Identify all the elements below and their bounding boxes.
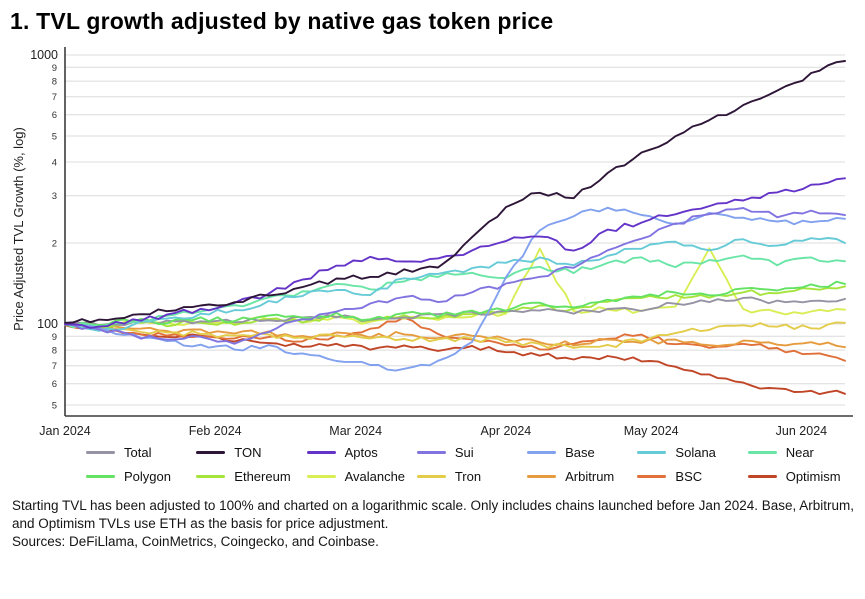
legend-label: Arbitrum <box>565 469 615 484</box>
svg-text:9: 9 <box>52 63 57 74</box>
chart-title: 1. TVL growth adjusted by native gas tok… <box>10 8 554 34</box>
svg-text:5: 5 <box>52 132 57 143</box>
y-gridlines <box>65 54 845 406</box>
legend-swatch-arbitrum <box>527 475 557 478</box>
legend-swatch-solana <box>637 451 667 454</box>
series-line-aptos <box>64 177 846 329</box>
series-line-near <box>64 254 846 329</box>
legend-item-tron: Tron <box>416 469 527 484</box>
legend-item-polygon: Polygon <box>86 469 196 484</box>
x-tick-labels: Jan 2024 Feb 2024 Mar 2024 Apr 2024 May 2024… <box>39 424 827 438</box>
series-line-polygon <box>64 280 846 328</box>
legend-swatch-polygon <box>86 475 115 478</box>
svg-text:4: 4 <box>52 158 57 169</box>
svg-text:Jun 2024: Jun 2024 <box>776 424 827 438</box>
y-axis-title: Price Adjusted TVL Growth (%, log) <box>11 127 26 331</box>
legend-label: Base <box>565 445 595 460</box>
legend-swatch-optimism <box>747 475 777 478</box>
legend-item-bsc: BSC <box>637 469 747 484</box>
legend-swatch-sui <box>416 451 446 454</box>
series-line-arbitrum <box>64 323 846 349</box>
series-line-optimism <box>64 324 846 396</box>
svg-text:Apr 2024: Apr 2024 <box>481 424 532 438</box>
legend-item-solana: Solana <box>637 445 747 460</box>
legend-swatch-avalanche <box>306 475 336 478</box>
svg-text:6: 6 <box>52 110 57 121</box>
legend-label: BSC <box>675 469 703 484</box>
legend-label: Sui <box>454 445 474 460</box>
legend-label: Optimism <box>785 469 841 484</box>
legend-item-avalanche: Avalanche <box>306 469 417 484</box>
series-line-total <box>64 296 846 327</box>
svg-text:100: 100 <box>37 317 58 331</box>
legend-swatch-total <box>86 451 115 454</box>
legend-item-aptos: Aptos <box>306 445 417 460</box>
series-line-solana <box>64 237 846 332</box>
svg-text:Mar 2024: Mar 2024 <box>329 424 382 438</box>
legend-item-optimism: Optimism <box>747 469 858 484</box>
legend-label: Total <box>124 445 152 460</box>
svg-text:3: 3 <box>52 191 57 202</box>
legend-item-ethereum: Ethereum <box>196 469 306 484</box>
legend-label: Polygon <box>124 469 171 484</box>
legend-swatch-near <box>747 451 777 454</box>
legend-item-sui: Sui <box>416 445 527 460</box>
legend-label: Avalanche <box>344 469 406 484</box>
legend-item-arbitrum: Arbitrum <box>527 469 637 484</box>
legend-swatch-ton <box>196 451 226 454</box>
chart-legend: Total TON Aptos Sui Base Solana Near Polygon Eth… <box>86 445 858 484</box>
svg-text:5: 5 <box>52 401 57 412</box>
svg-text:8: 8 <box>52 77 57 88</box>
legend-label: Solana <box>675 445 716 460</box>
svg-text:2: 2 <box>52 239 57 250</box>
sources-note: Sources: DeFiLlama, CoinMetrics, Coingec… <box>12 533 379 549</box>
series-line-tron <box>64 321 846 349</box>
legend-label: Aptos <box>344 445 378 460</box>
svg-text:9: 9 <box>52 332 57 343</box>
legend-label: Near <box>785 445 814 460</box>
svg-text:7: 7 <box>52 361 57 372</box>
legend-label: Ethereum <box>234 469 291 484</box>
svg-text:Feb 2024: Feb 2024 <box>189 424 242 438</box>
axes <box>64 47 853 417</box>
chart-area: Price Adjusted TVL Growth (%, log) 1000 1… <box>0 39 865 441</box>
legend-item-total: Total <box>86 445 196 460</box>
legend-swatch-bsc <box>637 475 667 478</box>
svg-text:Jan 2024: Jan 2024 <box>39 424 90 438</box>
svg-text:6: 6 <box>52 379 57 390</box>
legend-swatch-aptos <box>306 451 336 454</box>
series-line-ton <box>64 60 846 324</box>
svg-text:7: 7 <box>52 92 57 103</box>
svg-text:8: 8 <box>52 346 57 357</box>
svg-text:1000: 1000 <box>30 48 58 62</box>
series-line-sui <box>64 207 846 345</box>
svg-text:May 2024: May 2024 <box>624 424 679 438</box>
legend-item-near: Near <box>747 445 858 460</box>
legend-label: Tron <box>454 469 482 484</box>
legend-label: TON <box>234 445 262 460</box>
legend-swatch-ethereum <box>196 475 226 478</box>
legend-item-base: Base <box>527 445 637 460</box>
legend-swatch-base <box>527 451 557 454</box>
footnote: Starting TVL has been adjusted to 100% a… <box>12 498 855 531</box>
legend-item-ton: TON <box>196 445 306 460</box>
legend-swatch-tron <box>416 475 446 478</box>
